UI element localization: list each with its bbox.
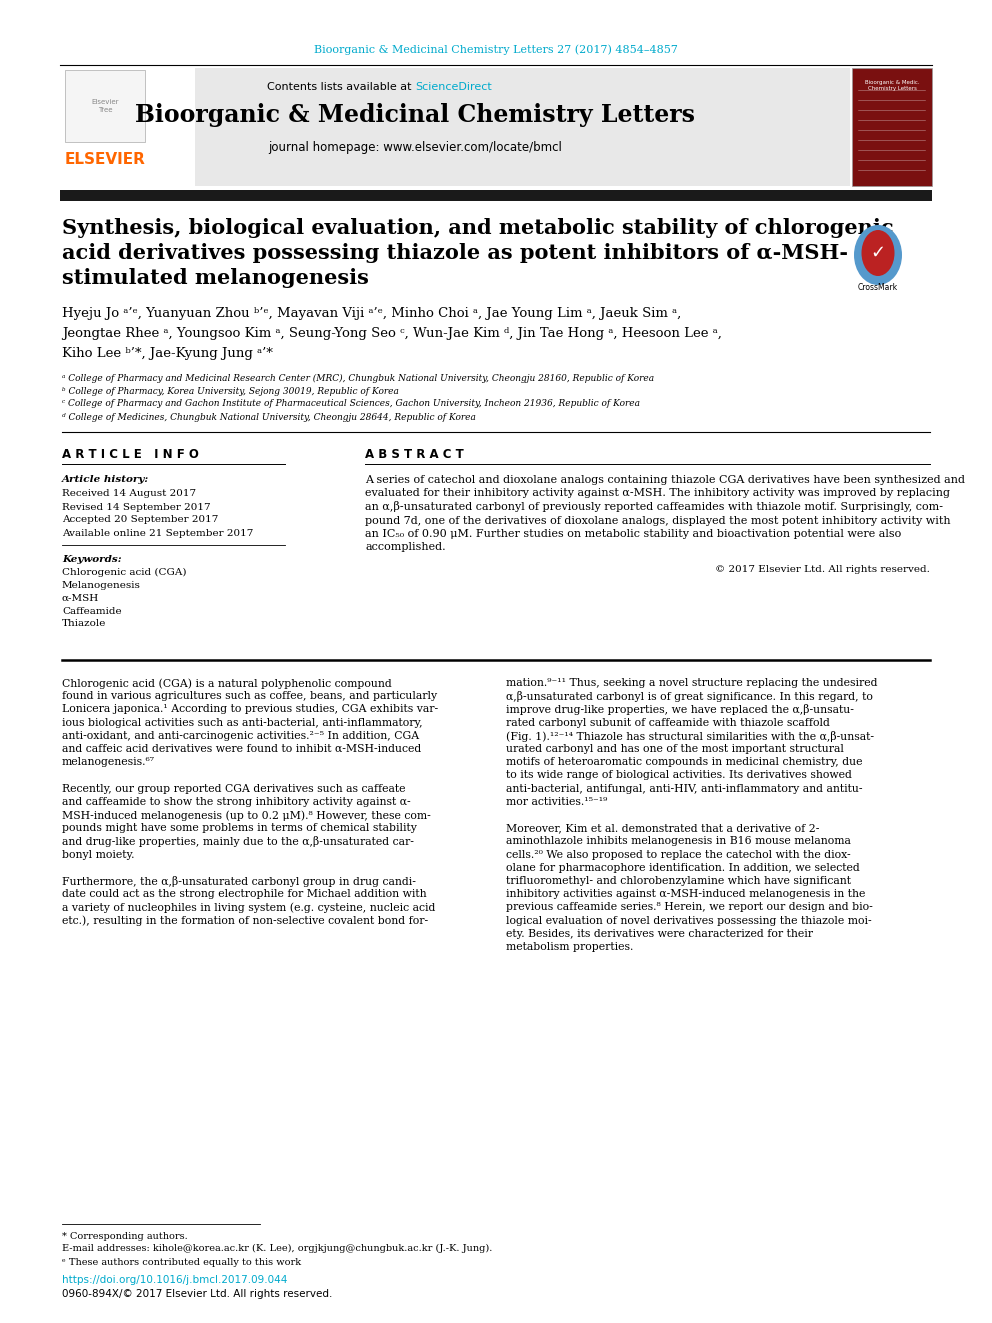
Text: and drug-like properties, mainly due to the α,β-unsaturated car-: and drug-like properties, mainly due to … <box>62 836 414 848</box>
Text: inhibitory activities against α-MSH-induced melanogenesis in the: inhibitory activities against α-MSH-indu… <box>506 889 865 900</box>
Text: Available online 21 September 2017: Available online 21 September 2017 <box>62 528 253 537</box>
Text: 0960-894X/© 2017 Elsevier Ltd. All rights reserved.: 0960-894X/© 2017 Elsevier Ltd. All right… <box>62 1289 332 1299</box>
Text: ety. Besides, its derivatives were characterized for their: ety. Besides, its derivatives were chara… <box>506 929 813 939</box>
Text: an α,β-unsaturated carbonyl of previously reported caffeamides with thiazole mot: an α,β-unsaturated carbonyl of previousl… <box>365 501 943 512</box>
Text: Revised 14 September 2017: Revised 14 September 2017 <box>62 503 210 512</box>
Text: A R T I C L E   I N F O: A R T I C L E I N F O <box>62 448 198 462</box>
Text: Hyeju Jo ᵃ’ᵉ, Yuanyuan Zhou ᵇ’ᵉ, Mayavan Viji ᵃ’ᵉ, Minho Choi ᵃ, Jae Young Lim ᵃ: Hyeju Jo ᵃ’ᵉ, Yuanyuan Zhou ᵇ’ᵉ, Mayavan… <box>62 307 682 320</box>
Text: Recently, our group reported CGA derivatives such as caffeate: Recently, our group reported CGA derivat… <box>62 783 406 794</box>
Text: A B S T R A C T: A B S T R A C T <box>365 448 463 462</box>
Text: E-mail addresses: kihole@korea.ac.kr (K. Lee), orgjkjung@chungbuk.ac.kr (J.-K. J: E-mail addresses: kihole@korea.ac.kr (K.… <box>62 1244 492 1253</box>
Text: rated carbonyl subunit of caffeamide with thiazole scaffold: rated carbonyl subunit of caffeamide wit… <box>506 717 830 728</box>
Text: etc.), resulting in the formation of non-selective covalent bond for-: etc.), resulting in the formation of non… <box>62 916 429 926</box>
Text: Melanogenesis: Melanogenesis <box>62 581 141 590</box>
Text: Bioorganic & Medic.
Chemistry Letters: Bioorganic & Medic. Chemistry Letters <box>865 79 920 91</box>
Text: and caffeic acid derivatives were found to inhibit α-MSH-induced: and caffeic acid derivatives were found … <box>62 744 422 754</box>
Bar <box>65 70 145 142</box>
Text: ᶜ College of Pharmacy and Gachon Institute of Pharmaceutical Sciences, Gachon Un: ᶜ College of Pharmacy and Gachon Institu… <box>62 400 640 409</box>
Text: mation.⁹⁻¹¹ Thus, seeking a novel structure replacing the undesired: mation.⁹⁻¹¹ Thus, seeking a novel struct… <box>506 677 878 688</box>
Text: Keywords:: Keywords: <box>62 554 122 564</box>
Text: Furthermore, the α,β-unsaturated carbonyl group in drug candi-: Furthermore, the α,β-unsaturated carbony… <box>62 876 416 886</box>
Bar <box>60 67 850 187</box>
Bar <box>852 67 932 187</box>
Text: stimulated melanogenesis: stimulated melanogenesis <box>62 269 369 288</box>
Text: previous caffeamide series.⁸ Herein, we report our design and bio-: previous caffeamide series.⁸ Herein, we … <box>506 902 873 913</box>
Text: date could act as the strong electrophile for Michael addition with: date could act as the strong electrophil… <box>62 889 427 900</box>
Text: * Corresponding authors.: * Corresponding authors. <box>62 1232 187 1241</box>
Text: pound 7d, one of the derivatives of dioxolane analogs, displayed the most potent: pound 7d, one of the derivatives of diox… <box>365 516 950 525</box>
Text: ᵈ College of Medicines, Chungbuk National University, Cheongju 28644, Republic o: ᵈ College of Medicines, Chungbuk Nationa… <box>62 413 476 422</box>
Text: metabolism properties.: metabolism properties. <box>506 942 633 953</box>
Text: accomplished.: accomplished. <box>365 542 445 553</box>
Text: journal homepage: www.elsevier.com/locate/bmcl: journal homepage: www.elsevier.com/locat… <box>268 140 561 153</box>
Text: Caffeamide: Caffeamide <box>62 606 122 615</box>
Text: olane for pharmacophore identification. In addition, we selected: olane for pharmacophore identification. … <box>506 863 860 873</box>
Text: (Fig. 1).¹²⁻¹⁴ Thiazole has structural similarities with the α,β-unsat-: (Fig. 1).¹²⁻¹⁴ Thiazole has structural s… <box>506 730 874 742</box>
Text: a variety of nucleophiles in living system (e.g. cysteine, nucleic acid: a variety of nucleophiles in living syst… <box>62 902 435 913</box>
Text: Accepted 20 September 2017: Accepted 20 September 2017 <box>62 516 218 524</box>
Text: logical evaluation of novel derivatives possessing the thiazole moi-: logical evaluation of novel derivatives … <box>506 916 872 926</box>
Text: motifs of heteroaromatic compounds in medicinal chemistry, due: motifs of heteroaromatic compounds in me… <box>506 757 862 767</box>
Text: Kiho Lee ᵇ’*, Jae-Kyung Jung ᵃ’*: Kiho Lee ᵇ’*, Jae-Kyung Jung ᵃ’* <box>62 348 273 360</box>
Text: ScienceDirect: ScienceDirect <box>415 82 492 93</box>
Text: ✓: ✓ <box>870 243 886 262</box>
Text: Synthesis, biological evaluation, and metabolic stability of chlorogenic: Synthesis, biological evaluation, and me… <box>62 218 894 238</box>
Text: ᵉ These authors contributed equally to this work: ᵉ These authors contributed equally to t… <box>62 1258 302 1267</box>
Text: trifluoromethyl- and chlorobenzylamine which have significant: trifluoromethyl- and chlorobenzylamine w… <box>506 876 851 886</box>
Text: α,β-unsaturated carbonyl is of great significance. In this regard, to: α,β-unsaturated carbonyl is of great sig… <box>506 691 873 703</box>
Text: CrossMark: CrossMark <box>858 283 898 291</box>
Text: cells.²⁰ We also proposed to replace the catechol with the diox-: cells.²⁰ We also proposed to replace the… <box>506 849 850 860</box>
Text: Jeongtae Rhee ᵃ, Youngsoo Kim ᵃ, Seung-Yong Seo ᶜ, Wun-Jae Kim ᵈ, Jin Tae Hong ᵃ: Jeongtae Rhee ᵃ, Youngsoo Kim ᵃ, Seung-Y… <box>62 328 722 340</box>
Text: Chlorogenic acid (CGA) is a natural polyphenolic compound: Chlorogenic acid (CGA) is a natural poly… <box>62 677 392 688</box>
Text: an IC₅₀ of 0.90 μM. Further studies on metabolic stability and bioactivation pot: an IC₅₀ of 0.90 μM. Further studies on m… <box>365 529 902 538</box>
Text: aminothlazole inhibits melanogenesis in B16 mouse melanoma: aminothlazole inhibits melanogenesis in … <box>506 836 851 847</box>
Text: ELSEVIER: ELSEVIER <box>64 152 146 168</box>
Text: anti-bacterial, antifungal, anti-HIV, anti-inflammatory and antitu-: anti-bacterial, antifungal, anti-HIV, an… <box>506 783 862 794</box>
Ellipse shape <box>854 225 902 284</box>
Text: acid derivatives possessing thiazole as potent inhibitors of α-MSH-: acid derivatives possessing thiazole as … <box>62 243 848 263</box>
Bar <box>60 67 195 187</box>
Text: Thiazole: Thiazole <box>62 619 106 628</box>
Ellipse shape <box>861 230 895 277</box>
Text: α-MSH: α-MSH <box>62 594 99 602</box>
Text: evaluated for their inhibitory activity against α-MSH. The inhibitory activity w: evaluated for their inhibitory activity … <box>365 488 950 499</box>
Text: MSH-induced melanogenesis (up to 0.2 μM).⁸ However, these com-: MSH-induced melanogenesis (up to 0.2 μM)… <box>62 810 431 820</box>
Text: improve drug-like properties, we have replaced the α,β-unsatu-: improve drug-like properties, we have re… <box>506 704 854 716</box>
Text: Moreover, Kim et al. demonstrated that a derivative of 2-: Moreover, Kim et al. demonstrated that a… <box>506 823 819 833</box>
Text: found in various agricultures such as coffee, beans, and particularly: found in various agricultures such as co… <box>62 691 437 701</box>
Text: urated carbonyl and has one of the most important structural: urated carbonyl and has one of the most … <box>506 744 844 754</box>
Text: Article history:: Article history: <box>62 475 149 484</box>
Text: Received 14 August 2017: Received 14 August 2017 <box>62 490 196 499</box>
Text: mor activities.¹⁵⁻¹⁹: mor activities.¹⁵⁻¹⁹ <box>506 796 607 807</box>
Text: ious biological activities such as anti-bacterial, anti-inflammatory,: ious biological activities such as anti-… <box>62 717 423 728</box>
Text: Chlorogenic acid (CGA): Chlorogenic acid (CGA) <box>62 568 186 577</box>
Text: Elsevier
Tree: Elsevier Tree <box>91 99 119 112</box>
Text: pounds might have some problems in terms of chemical stability: pounds might have some problems in terms… <box>62 823 417 833</box>
Text: ᵃ College of Pharmacy and Medicinal Research Center (MRC), Chungbuk National Uni: ᵃ College of Pharmacy and Medicinal Rese… <box>62 373 654 382</box>
Text: bonyl moiety.: bonyl moiety. <box>62 849 135 860</box>
Text: A series of catechol and dioxolane analogs containing thiazole CGA derivatives h: A series of catechol and dioxolane analo… <box>365 475 965 486</box>
Text: © 2017 Elsevier Ltd. All rights reserved.: © 2017 Elsevier Ltd. All rights reserved… <box>715 565 930 573</box>
Text: to its wide range of biological activities. Its derivatives showed: to its wide range of biological activiti… <box>506 770 852 781</box>
Text: ᵇ College of Pharmacy, Korea University, Sejong 30019, Republic of Korea: ᵇ College of Pharmacy, Korea University,… <box>62 386 399 396</box>
Text: Contents lists available at: Contents lists available at <box>267 82 415 93</box>
Text: https://doi.org/10.1016/j.bmcl.2017.09.044: https://doi.org/10.1016/j.bmcl.2017.09.0… <box>62 1275 288 1285</box>
Text: melanogenesis.⁶⁷: melanogenesis.⁶⁷ <box>62 757 155 767</box>
Text: Bioorganic & Medicinal Chemistry Letters: Bioorganic & Medicinal Chemistry Letters <box>135 103 695 127</box>
Text: anti-oxidant, and anti-carcinogenic activities.²⁻⁵ In addition, CGA: anti-oxidant, and anti-carcinogenic acti… <box>62 730 420 741</box>
Text: and caffeamide to show the strong inhibitory activity against α-: and caffeamide to show the strong inhibi… <box>62 796 411 807</box>
Text: Lonicera japonica.¹ According to previous studies, CGA exhibits var-: Lonicera japonica.¹ According to previou… <box>62 704 438 714</box>
Text: Bioorganic & Medicinal Chemistry Letters 27 (2017) 4854–4857: Bioorganic & Medicinal Chemistry Letters… <box>314 45 678 56</box>
Bar <box>60 191 932 201</box>
